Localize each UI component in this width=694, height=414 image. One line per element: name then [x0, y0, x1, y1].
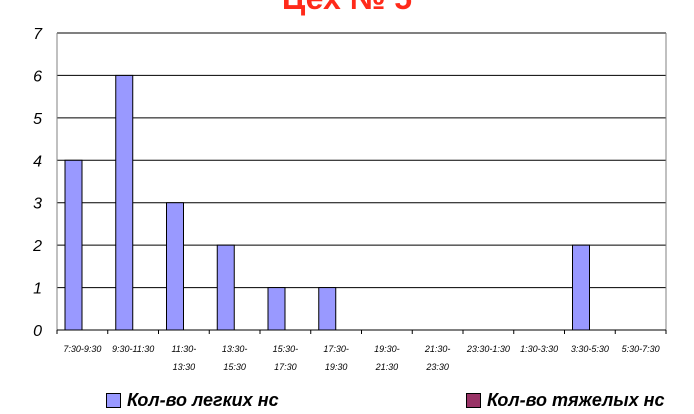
axes	[56, 33, 667, 334]
x-tick-label: 13:30	[173, 362, 196, 372]
y-tick-label: 7	[33, 26, 43, 43]
y-tick-label: 1	[33, 281, 42, 298]
x-tick-label: 9:30-11:30	[112, 344, 154, 354]
legend-item-light: Кол-во легких нс	[106, 388, 279, 412]
x-tick-label: 19:30-	[374, 344, 400, 354]
x-tick-label: 1:30-3:30	[520, 344, 558, 354]
y-tick-label: 3	[33, 196, 42, 213]
bar-light	[115, 74, 134, 331]
chart-title: Цех № 5	[0, 0, 694, 16]
bar-light	[166, 202, 184, 331]
x-tick-label: 21:30	[375, 362, 399, 372]
x-tick-label: 19:30	[325, 362, 348, 372]
legend-label-light: Кол-во легких нс	[127, 389, 279, 410]
bar-light	[216, 244, 235, 331]
bar-light	[64, 159, 83, 331]
legend-item-heavy: Кол-во тяжелых нс	[466, 388, 665, 412]
x-tick-label: 7:30-9:30	[63, 344, 101, 354]
x-tick-label: 15:30-	[273, 344, 299, 354]
y-tick-label: 6	[33, 68, 42, 85]
y-tick-label: 5	[33, 111, 42, 128]
legend-label-heavy: Кол-во тяжелых нс	[487, 389, 665, 410]
x-tick-label: 17:30-	[323, 344, 349, 354]
x-tick-label: 15:30	[223, 362, 246, 372]
bar-light	[572, 244, 590, 331]
bar-light	[267, 287, 286, 331]
x-tick-label: 5:30-7:30	[622, 344, 660, 354]
gridlines	[57, 32, 666, 289]
legend-swatch-heavy	[466, 392, 481, 408]
x-tick-label: 23:30-1:30	[466, 344, 510, 354]
x-tick-label: 23:30	[425, 362, 449, 372]
y-tick-label: 0	[33, 323, 42, 340]
x-tick-label: 21:30-	[424, 344, 451, 354]
x-tick-label: 11:30-	[171, 344, 196, 354]
y-tick-label: 4	[33, 153, 42, 170]
y-tick-label: 2	[32, 238, 42, 255]
x-tick-label: 3:30-5:30	[571, 344, 609, 354]
legend-swatch-light	[106, 392, 121, 408]
y-tick-labels: 0 1 2 3 4 5 6 7	[32, 26, 43, 340]
x-tick-label: 13:30-	[222, 344, 248, 354]
bars	[64, 74, 590, 331]
x-tick-labels: 7:30-9:30 9:30-11:30 11:30- 13:30 13:30- 15:3…	[63, 344, 659, 372]
x-tick-label: 17:30	[274, 362, 297, 372]
bar-light	[318, 287, 337, 331]
